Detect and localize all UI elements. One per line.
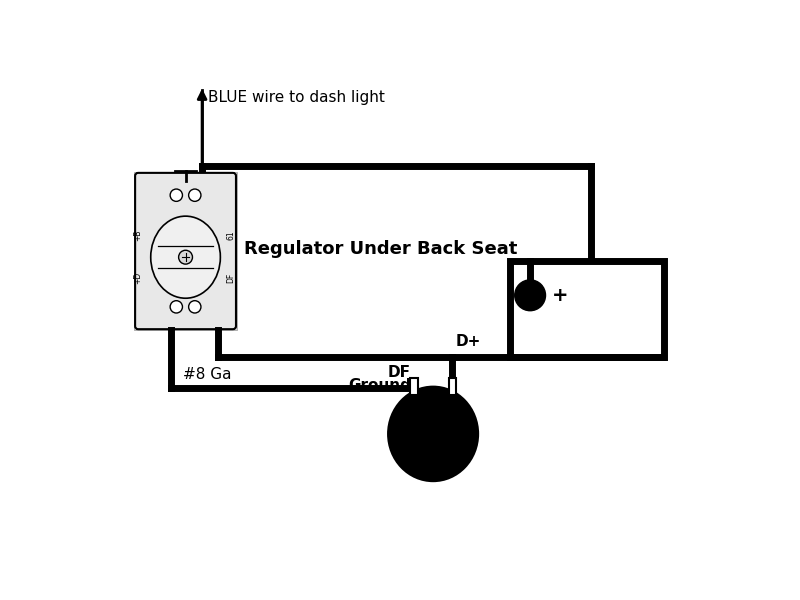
Text: DF: DF bbox=[226, 273, 235, 283]
Bar bbox=[449, 379, 456, 395]
FancyBboxPatch shape bbox=[135, 173, 236, 329]
Text: +B: +B bbox=[133, 230, 142, 241]
Text: BLUE wire to dash light: BLUE wire to dash light bbox=[208, 90, 385, 105]
Circle shape bbox=[189, 301, 201, 313]
Text: 61: 61 bbox=[226, 231, 235, 241]
Text: Regulator Under Back Seat: Regulator Under Back Seat bbox=[245, 240, 518, 258]
Ellipse shape bbox=[150, 216, 220, 298]
Text: DF: DF bbox=[388, 365, 410, 380]
Circle shape bbox=[170, 189, 182, 202]
Text: D+: D+ bbox=[455, 334, 481, 349]
Text: +D: +D bbox=[133, 272, 142, 284]
Circle shape bbox=[170, 301, 182, 313]
Circle shape bbox=[189, 189, 201, 202]
Ellipse shape bbox=[389, 387, 478, 481]
Bar bbox=[410, 379, 418, 395]
Bar bbox=[134, 172, 237, 330]
Circle shape bbox=[514, 280, 546, 311]
Circle shape bbox=[178, 250, 193, 264]
Text: #8 Ga: #8 Ga bbox=[183, 367, 231, 382]
Text: +: + bbox=[552, 286, 568, 305]
Text: Ground: Ground bbox=[348, 378, 410, 393]
Bar bbox=[510, 260, 664, 357]
